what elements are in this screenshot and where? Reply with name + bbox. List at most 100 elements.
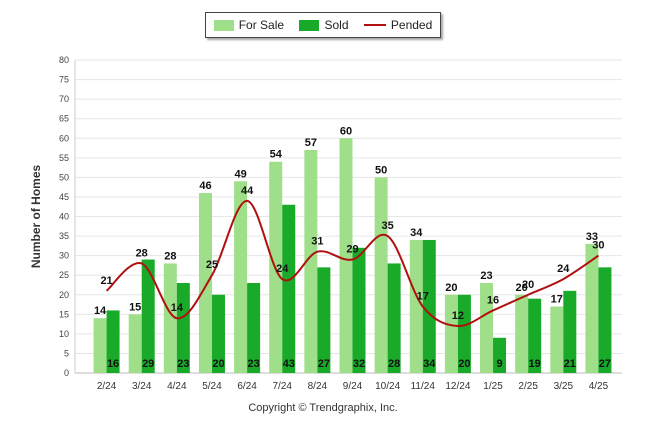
data-label-pended: 12 [452, 310, 464, 322]
x-tick-label: 3/24 [132, 381, 152, 392]
y-tick-label: 35 [59, 231, 69, 241]
data-label-for-sale: 20 [445, 282, 457, 294]
x-tick-label: 2/25 [518, 381, 538, 392]
bar-sold [352, 247, 366, 373]
bar-for-sale [304, 149, 318, 373]
y-tick-label: 75 [59, 75, 69, 85]
data-label-pended: 25 [206, 259, 218, 271]
legend-item-sold[interactable]: Sold [299, 18, 349, 32]
y-tick-label: 30 [59, 251, 69, 261]
data-label-for-sale: 15 [129, 301, 141, 313]
data-label-for-sale: 57 [305, 137, 317, 149]
x-tick-label: 10/24 [375, 381, 400, 392]
data-label-pended: 31 [311, 236, 323, 248]
x-tick-label: 4/24 [167, 381, 187, 392]
data-label-sold: 9 [496, 358, 502, 370]
bar-sold [422, 239, 436, 373]
data-label-pended: 28 [136, 247, 148, 259]
y-tick-label: 60 [59, 133, 69, 143]
data-label-pended: 24 [276, 263, 289, 275]
bar-for-sale [234, 181, 248, 373]
bar-sold [563, 290, 577, 373]
data-label-pended: 44 [241, 185, 254, 197]
data-label-sold: 16 [107, 358, 119, 370]
x-tick-label: 8/24 [308, 381, 328, 392]
y-tick-label: 15 [59, 309, 69, 319]
data-label-pended: 29 [346, 244, 358, 256]
x-tick-label: 9/24 [343, 381, 363, 392]
bar-for-sale [585, 243, 599, 373]
y-tick-label: 40 [59, 212, 69, 222]
copyright-credit: Copyright © Trendgraphix, Inc. [248, 402, 398, 414]
data-label-for-sale: 28 [164, 250, 176, 262]
data-label-pended: 35 [382, 220, 394, 232]
bar-sold [141, 259, 155, 373]
data-label-pended: 16 [487, 294, 499, 306]
data-label-pended: 17 [417, 290, 429, 302]
data-label-for-sale: 14 [94, 305, 107, 317]
bar-for-sale [480, 283, 494, 373]
data-label-sold: 20 [458, 358, 470, 370]
y-axis-title: Number of Homes [29, 165, 43, 269]
data-label-for-sale: 20 [516, 282, 528, 294]
x-tick-label: 3/25 [554, 381, 574, 392]
bar-sold [457, 294, 471, 373]
data-label-for-sale: 33 [586, 231, 598, 243]
data-label-for-sale: 46 [199, 180, 211, 192]
data-label-pended: 21 [100, 275, 112, 287]
data-label-sold: 27 [599, 358, 611, 370]
data-label-sold: 19 [529, 358, 541, 370]
data-label-sold: 23 [247, 358, 259, 370]
x-tick-label: 12/24 [445, 381, 470, 392]
x-tick-label: 2/24 [97, 381, 117, 392]
data-label-pended: 14 [171, 302, 184, 314]
data-label-pended: 24 [557, 263, 570, 275]
data-label-sold: 32 [353, 358, 365, 370]
bar-for-sale [515, 294, 529, 373]
bar-sold [493, 337, 507, 373]
y-tick-label: 70 [59, 94, 69, 104]
y-tick-label: 50 [59, 172, 69, 182]
bar-for-sale [93, 318, 107, 373]
x-tick-label: 11/24 [411, 381, 436, 392]
line-pended [105, 199, 599, 328]
bar-for-sale [444, 294, 458, 373]
y-tick-label: 25 [59, 270, 69, 280]
y-tick-label: 10 [59, 329, 69, 339]
data-label-for-sale: 54 [270, 149, 283, 161]
data-label-pended: 30 [592, 240, 604, 252]
legend-label-for-sale: For Sale [238, 18, 285, 32]
bar-for-sale [163, 263, 177, 373]
data-label-for-sale: 17 [551, 293, 563, 305]
bar-for-sale [374, 177, 388, 373]
legend-swatch-for-sale [213, 19, 234, 31]
data-label-pended: 20 [522, 279, 534, 291]
x-tick-label: 7/24 [272, 381, 292, 392]
y-tick-label: 5 [64, 348, 69, 358]
bar-sold [247, 283, 261, 373]
x-tick-label: 1/25 [483, 381, 503, 392]
data-label-sold: 29 [142, 358, 154, 370]
data-label-sold: 21 [564, 358, 576, 370]
bar-for-sale [409, 239, 423, 373]
legend-item-for-sale[interactable]: For Sale [213, 18, 285, 32]
data-label-for-sale: 23 [480, 270, 492, 282]
legend-swatch-sold [299, 19, 320, 31]
y-tick-label: 80 [59, 55, 69, 65]
bar-sold [317, 267, 331, 373]
legend: For Sale Sold Pended [205, 12, 441, 38]
x-tick-label: 5/24 [202, 381, 222, 392]
bar-sold [106, 310, 120, 373]
legend-label-sold: Sold [324, 18, 349, 32]
bar-sold [528, 298, 542, 373]
y-tick-label: 0 [64, 368, 69, 378]
legend-label-pended: Pended [390, 18, 433, 32]
data-label-sold: 20 [212, 358, 224, 370]
bar-sold [176, 283, 190, 373]
data-label-for-sale: 50 [375, 164, 387, 176]
legend-swatch-pended [363, 24, 386, 26]
y-tick-label: 20 [59, 290, 69, 300]
data-label-sold: 43 [283, 358, 295, 370]
legend-item-pended[interactable]: Pended [363, 18, 433, 32]
